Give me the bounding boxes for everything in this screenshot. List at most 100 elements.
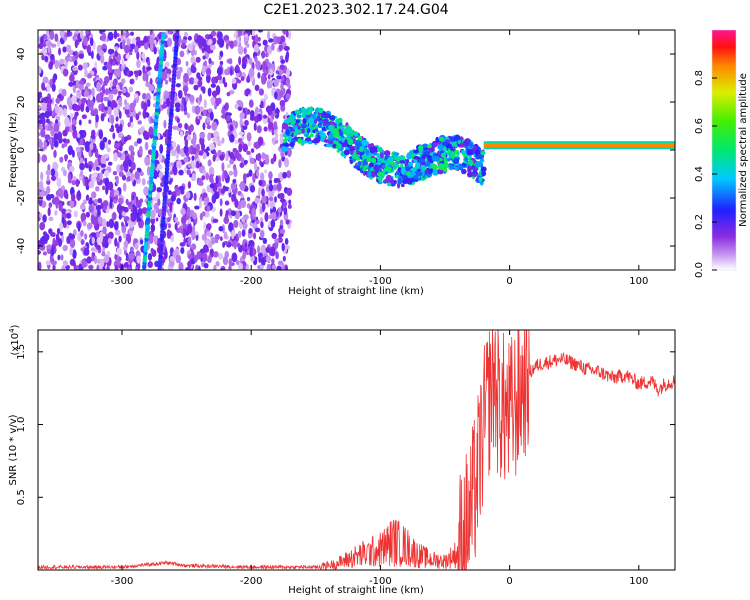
heatmap-cell xyxy=(61,88,67,97)
heatmap-cell xyxy=(248,240,255,245)
heatmap-cell xyxy=(260,230,265,238)
heatmap-cell xyxy=(218,225,224,232)
y-tick-label: -20 xyxy=(16,190,27,206)
heatmap-cell xyxy=(185,95,189,102)
heatmap-cell xyxy=(195,56,201,63)
heatmap-band-cell xyxy=(467,159,474,166)
heatmap-cell xyxy=(114,264,119,270)
heatmap-cell xyxy=(124,108,130,115)
heatmap-cell xyxy=(56,39,61,47)
heatmap-cell xyxy=(122,232,127,239)
heatmap-band-cell xyxy=(373,166,381,171)
heatmap-band-cell xyxy=(453,149,459,155)
heatmap-cell xyxy=(266,62,272,68)
heatmap-band-cell xyxy=(362,167,367,172)
heatmap-cell xyxy=(146,99,151,107)
heatmap-cell xyxy=(242,124,248,131)
heatmap-cell xyxy=(233,219,239,229)
heatmap-cell xyxy=(202,192,208,198)
heatmap-band-cell xyxy=(393,179,397,185)
heatmap-band-cell xyxy=(287,135,293,141)
heatmap-cell xyxy=(240,199,247,208)
heatmap-cell xyxy=(242,265,246,270)
heatmap-band-cell xyxy=(325,143,333,148)
heatmap-cell xyxy=(265,246,271,254)
heatmap-band-cell xyxy=(361,139,368,147)
snr-panel: -300 -200 -100 0 100 0.5 1.0 1.5 Height of stra… xyxy=(8,324,676,596)
heatmap-cell xyxy=(135,36,141,41)
heatmap-band-cell xyxy=(290,120,295,127)
snr-x-label: Height of straight line (km) xyxy=(288,585,424,596)
heatmap-cell xyxy=(58,202,63,212)
heatmap-band-cell xyxy=(347,138,354,146)
heatmap-cell xyxy=(47,125,51,131)
x-tick-label: 0 xyxy=(506,276,512,287)
heatmap-cell xyxy=(53,196,60,205)
heatmap-band-cell xyxy=(301,140,305,144)
heatmap-cell xyxy=(233,240,237,250)
heatmap-cell xyxy=(128,223,134,228)
heatmap-cell xyxy=(169,202,173,212)
heatmap-cell xyxy=(65,138,70,144)
heatmap-cell xyxy=(168,260,175,268)
heatmap-band-cell xyxy=(387,156,394,161)
heatmap-cell xyxy=(95,166,100,171)
heatmap-band-cell xyxy=(328,132,334,140)
heatmap-cell xyxy=(80,103,85,112)
heatmap-cell xyxy=(130,172,135,183)
heatmap-band-cell xyxy=(304,137,312,142)
heatmap-cell xyxy=(84,161,88,168)
heatmap-cell xyxy=(91,252,96,257)
heatmap-cell xyxy=(222,256,229,266)
heatmap-cell xyxy=(114,46,119,51)
heatmap-cell xyxy=(254,55,258,63)
heatmap-cell xyxy=(64,116,70,127)
heatmap-cell xyxy=(118,197,124,205)
heatmap-band-cell xyxy=(481,170,487,177)
heatmap-band-cell xyxy=(354,140,362,148)
heatmap-cell xyxy=(123,136,129,142)
heatmap-band-cell xyxy=(421,154,426,160)
heatmap-cell xyxy=(50,168,56,177)
heatmap-cell xyxy=(252,247,256,257)
heatmap-band-cell xyxy=(400,183,405,188)
heatmap-cell xyxy=(144,156,151,166)
heatmap-cell xyxy=(208,166,215,176)
heatmap-cell xyxy=(261,76,267,85)
heatmap-cell xyxy=(94,255,98,265)
heatmap-band-cell xyxy=(407,161,414,166)
heatmap-cell xyxy=(223,186,230,192)
heatmap-cell xyxy=(118,171,124,177)
heatmap-cell xyxy=(128,252,135,260)
heatmap-cell xyxy=(174,223,178,231)
heatmap-cell xyxy=(198,150,204,156)
heatmap-cell xyxy=(44,96,50,101)
heatmap-cell xyxy=(271,258,275,265)
heatmap-cell xyxy=(192,212,198,220)
heatmap-cell xyxy=(87,98,91,108)
heatmap-cell xyxy=(287,204,292,209)
heatmap-cell xyxy=(125,155,130,163)
heatmap-cell xyxy=(103,80,108,86)
heatmap-cell xyxy=(215,175,219,185)
heatmap-band-cell xyxy=(444,162,449,168)
heatmap-band-cell xyxy=(302,118,307,125)
heatmap-cell xyxy=(206,124,212,130)
heatmap-cell xyxy=(63,189,68,199)
heatmap-band-cell xyxy=(353,165,360,169)
heatmap-cell xyxy=(279,192,285,200)
heatmap-cell xyxy=(62,169,68,177)
heatmap-cell xyxy=(183,237,187,245)
heatmap-cell xyxy=(123,240,129,248)
heatmap-cell xyxy=(177,122,183,129)
heatmap-cell xyxy=(248,67,255,78)
x-tick-label: -300 xyxy=(111,276,134,287)
heatmap-cell xyxy=(284,264,289,270)
heatmap-cell xyxy=(114,50,118,57)
heatmap-cell xyxy=(68,81,74,87)
heatmap-band-cell xyxy=(386,182,392,187)
heatmap-cell xyxy=(61,208,67,215)
heatmap-cell xyxy=(90,110,97,117)
heatmap-cell xyxy=(279,91,284,98)
heatmap-cell xyxy=(67,176,72,184)
